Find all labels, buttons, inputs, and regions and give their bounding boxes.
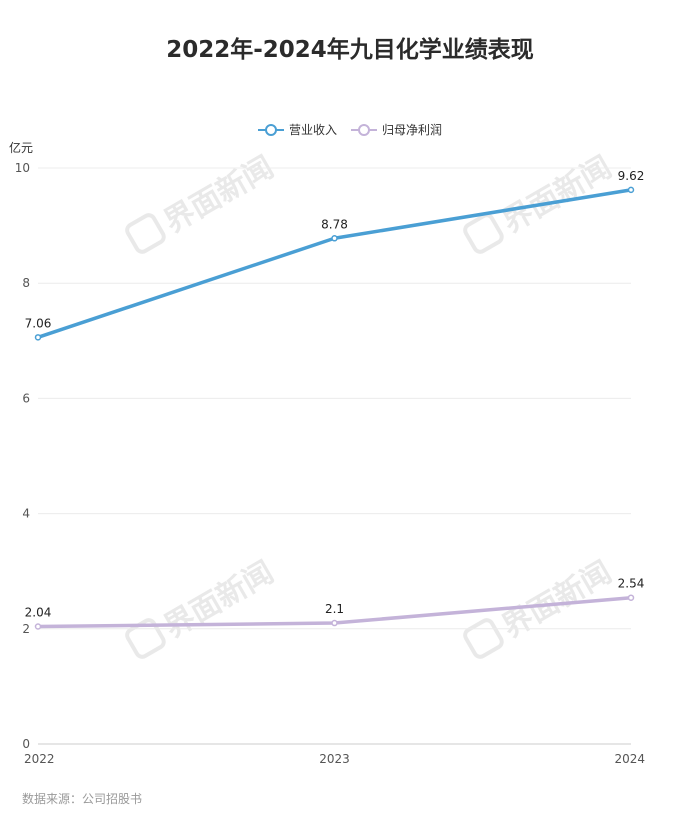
- legend-swatch-revenue: [257, 123, 284, 136]
- data-point: [627, 594, 635, 601]
- data-point: [34, 334, 42, 341]
- data-label: 2.04: [25, 605, 52, 619]
- data-point: [331, 235, 338, 242]
- data-point: [34, 623, 42, 630]
- legend-label-revenue: 营业收入: [288, 123, 337, 137]
- legend-label-net-profit: 归母净利润: [382, 123, 443, 137]
- y-tick-label: 4: [22, 507, 30, 521]
- series-line: [36, 188, 633, 340]
- y-tick-label: 0: [22, 737, 30, 751]
- legend: 营业收入 归母净利润: [0, 121, 700, 138]
- data-point: [627, 186, 635, 194]
- y-tick-label: 2: [22, 622, 30, 636]
- legend-item-net-profit[interactable]: 归母净利润: [351, 121, 442, 138]
- legend-swatch-net-profit: [351, 123, 377, 136]
- data-label: 8.78: [321, 217, 348, 231]
- x-tick-label: 2022: [24, 752, 55, 766]
- data-label: 2.54: [618, 577, 645, 591]
- legend-item-revenue[interactable]: 营业收入: [257, 121, 337, 138]
- y-axis-unit-label: 亿元: [9, 141, 34, 155]
- chart-title: 2022年-2024年九目化学业绩表现: [166, 37, 534, 63]
- data-label: 9.62: [618, 169, 645, 183]
- data-label: 2.1: [325, 602, 344, 616]
- data-label: 7.06: [25, 316, 52, 330]
- y-tick-label: 10: [15, 161, 30, 175]
- y-tick-label: 8: [22, 276, 30, 290]
- y-tick-label: 6: [22, 391, 30, 405]
- data-source-note: 数据来源：公司招股书: [22, 792, 143, 806]
- x-tick-label: 2024: [614, 752, 645, 766]
- x-tick-label: 2023: [319, 752, 350, 766]
- data-point: [331, 619, 338, 627]
